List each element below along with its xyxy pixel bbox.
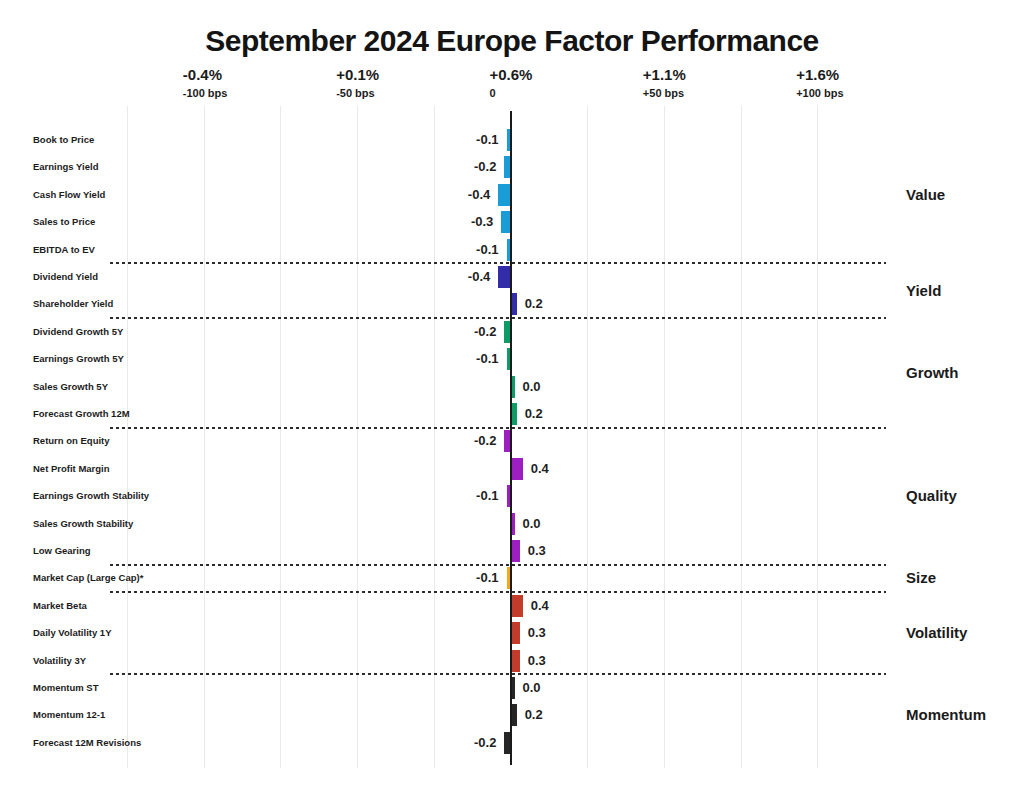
bar-value-sales-growth-5y: 0.0 xyxy=(523,379,541,394)
bar-value-forecast-12m-revisions: -0.2 xyxy=(474,735,496,750)
row-label-sales-growth-stability: Sales Growth Stability xyxy=(33,518,213,529)
bar-value-dividend-growth-5y: -0.2 xyxy=(474,324,496,339)
zero-axis-line xyxy=(510,111,512,765)
row-label-momentum-st: Momentum ST xyxy=(33,682,213,693)
bar-value-daily-volatility-1y: 0.3 xyxy=(528,625,546,640)
bar-value-momentum-st: 0.0 xyxy=(523,680,541,695)
bar-value-market-beta: 0.4 xyxy=(531,598,549,613)
x-axis-tick-0bps: +0.6% 0 xyxy=(490,66,533,100)
row-label-earnings-growth-stability: Earnings Growth Stability xyxy=(33,490,213,501)
group-separator-value xyxy=(110,262,886,264)
group-separator-volatility xyxy=(110,673,886,675)
bar-value-sales-growth-stability: 0.0 xyxy=(523,516,541,531)
bar-value-return-on-equity: -0.2 xyxy=(474,433,496,448)
row-label-book-to-price: Book to Price xyxy=(33,134,213,145)
bar-value-market-cap-large-cap: -0.1 xyxy=(476,570,498,585)
group-label-quality: Quality xyxy=(906,487,957,504)
tick-percent-label: +1.1% xyxy=(643,66,686,83)
row-label-sales-to-price: Sales to Price xyxy=(33,216,213,227)
group-label-value: Value xyxy=(906,186,945,203)
row-label-cash-flow-yield: Cash Flow Yield xyxy=(33,189,213,200)
row-label-forecast-growth-12m: Forecast Growth 12M xyxy=(33,408,213,419)
tick-percent-label: +0.6% xyxy=(490,66,533,83)
bar-value-cash-flow-yield: -0.4 xyxy=(468,187,490,202)
gridline--50bps xyxy=(357,106,358,768)
group-separator-growth xyxy=(110,427,886,429)
row-label-market-cap-large-cap: Market Cap (Large Cap)* xyxy=(33,572,213,583)
row-label-return-on-equity: Return on Equity xyxy=(33,435,213,446)
row-label-ebitda-to-ev: EBITDA to EV xyxy=(33,244,213,255)
x-axis-tick--50bps: +0.1% -50 bps xyxy=(336,66,379,100)
chart-title: September 2024 Europe Factor Performance xyxy=(0,24,1024,58)
bar-value-ebitda-to-ev: -0.1 xyxy=(476,242,498,257)
bar-value-forecast-growth-12m: 0.2 xyxy=(525,406,543,421)
group-label-momentum: Momentum xyxy=(906,706,986,723)
bar-value-book-to-price: -0.1 xyxy=(476,132,498,147)
row-label-momentum-12-1: Momentum 12-1 xyxy=(33,709,213,720)
row-label-earnings-growth-5y: Earnings Growth 5Y xyxy=(33,353,213,364)
tick-percent-label: +1.6% xyxy=(796,66,843,83)
bar-daily-volatility-1y xyxy=(511,622,520,644)
row-label-low-gearing: Low Gearing xyxy=(33,545,213,556)
tick-bps-label: 0 xyxy=(490,86,533,100)
tick-bps-label: +100 bps xyxy=(796,86,843,100)
bar-value-dividend-yield: -0.4 xyxy=(468,269,490,284)
bar-value-low-gearing: 0.3 xyxy=(528,543,546,558)
gridline-75bps xyxy=(741,106,742,768)
row-label-earnings-yield: Earnings Yield xyxy=(33,161,213,172)
bar-value-earnings-growth-5y: -0.1 xyxy=(476,351,498,366)
group-label-volatility: Volatility xyxy=(906,624,967,641)
bar-low-gearing xyxy=(511,540,520,562)
gridline-50bps xyxy=(664,106,665,768)
gridline-25bps xyxy=(587,106,588,768)
tick-bps-label: -100 bps xyxy=(183,86,228,100)
row-label-net-profit-margin: Net Profit Margin xyxy=(33,463,213,474)
x-axis-tick-100bps: +1.6% +100 bps xyxy=(796,66,843,100)
row-label-shareholder-yield: Shareholder Yield xyxy=(33,298,213,309)
bar-value-net-profit-margin: 0.4 xyxy=(531,461,549,476)
bar-value-volatility-3y: 0.3 xyxy=(528,653,546,668)
row-label-sales-growth-5y: Sales Growth 5Y xyxy=(33,381,213,392)
tick-bps-label: +50 bps xyxy=(643,86,686,100)
gridline--25bps xyxy=(434,106,435,768)
bar-market-beta xyxy=(511,595,523,617)
group-label-growth: Growth xyxy=(906,364,959,381)
bar-value-earnings-yield: -0.2 xyxy=(474,159,496,174)
tick-percent-label: -0.4% xyxy=(183,66,228,83)
group-label-size: Size xyxy=(906,569,936,586)
bar-net-profit-margin xyxy=(511,458,523,480)
bar-value-earnings-growth-stability: -0.1 xyxy=(476,488,498,503)
bar-volatility-3y xyxy=(511,650,520,672)
row-label-market-beta: Market Beta xyxy=(33,600,213,611)
bar-value-sales-to-price: -0.3 xyxy=(471,214,493,229)
row-label-daily-volatility-1y: Daily Volatility 1Y xyxy=(33,627,213,638)
gridline--75bps xyxy=(280,106,281,768)
group-separator-size xyxy=(110,591,886,593)
group-separator-quality xyxy=(110,564,886,566)
x-axis-tick--100bps: -0.4% -100 bps xyxy=(183,66,228,100)
tick-bps-label: -50 bps xyxy=(336,86,379,100)
bar-value-momentum-12-1: 0.2 xyxy=(525,707,543,722)
row-label-dividend-yield: Dividend Yield xyxy=(33,271,213,282)
bar-value-shareholder-yield: 0.2 xyxy=(525,296,543,311)
row-label-dividend-growth-5y: Dividend Growth 5Y xyxy=(33,326,213,337)
group-label-yield: Yield xyxy=(906,282,941,299)
x-axis-tick-50bps: +1.1% +50 bps xyxy=(643,66,686,100)
row-label-volatility-3y: Volatility 3Y xyxy=(33,655,213,666)
row-label-forecast-12m-revisions: Forecast 12M Revisions xyxy=(33,737,213,748)
factor-performance-chart: September 2024 Europe Factor Performance… xyxy=(0,0,1024,795)
gridline-100bps xyxy=(817,106,818,768)
tick-percent-label: +0.1% xyxy=(336,66,379,83)
group-separator-yield xyxy=(110,317,886,319)
